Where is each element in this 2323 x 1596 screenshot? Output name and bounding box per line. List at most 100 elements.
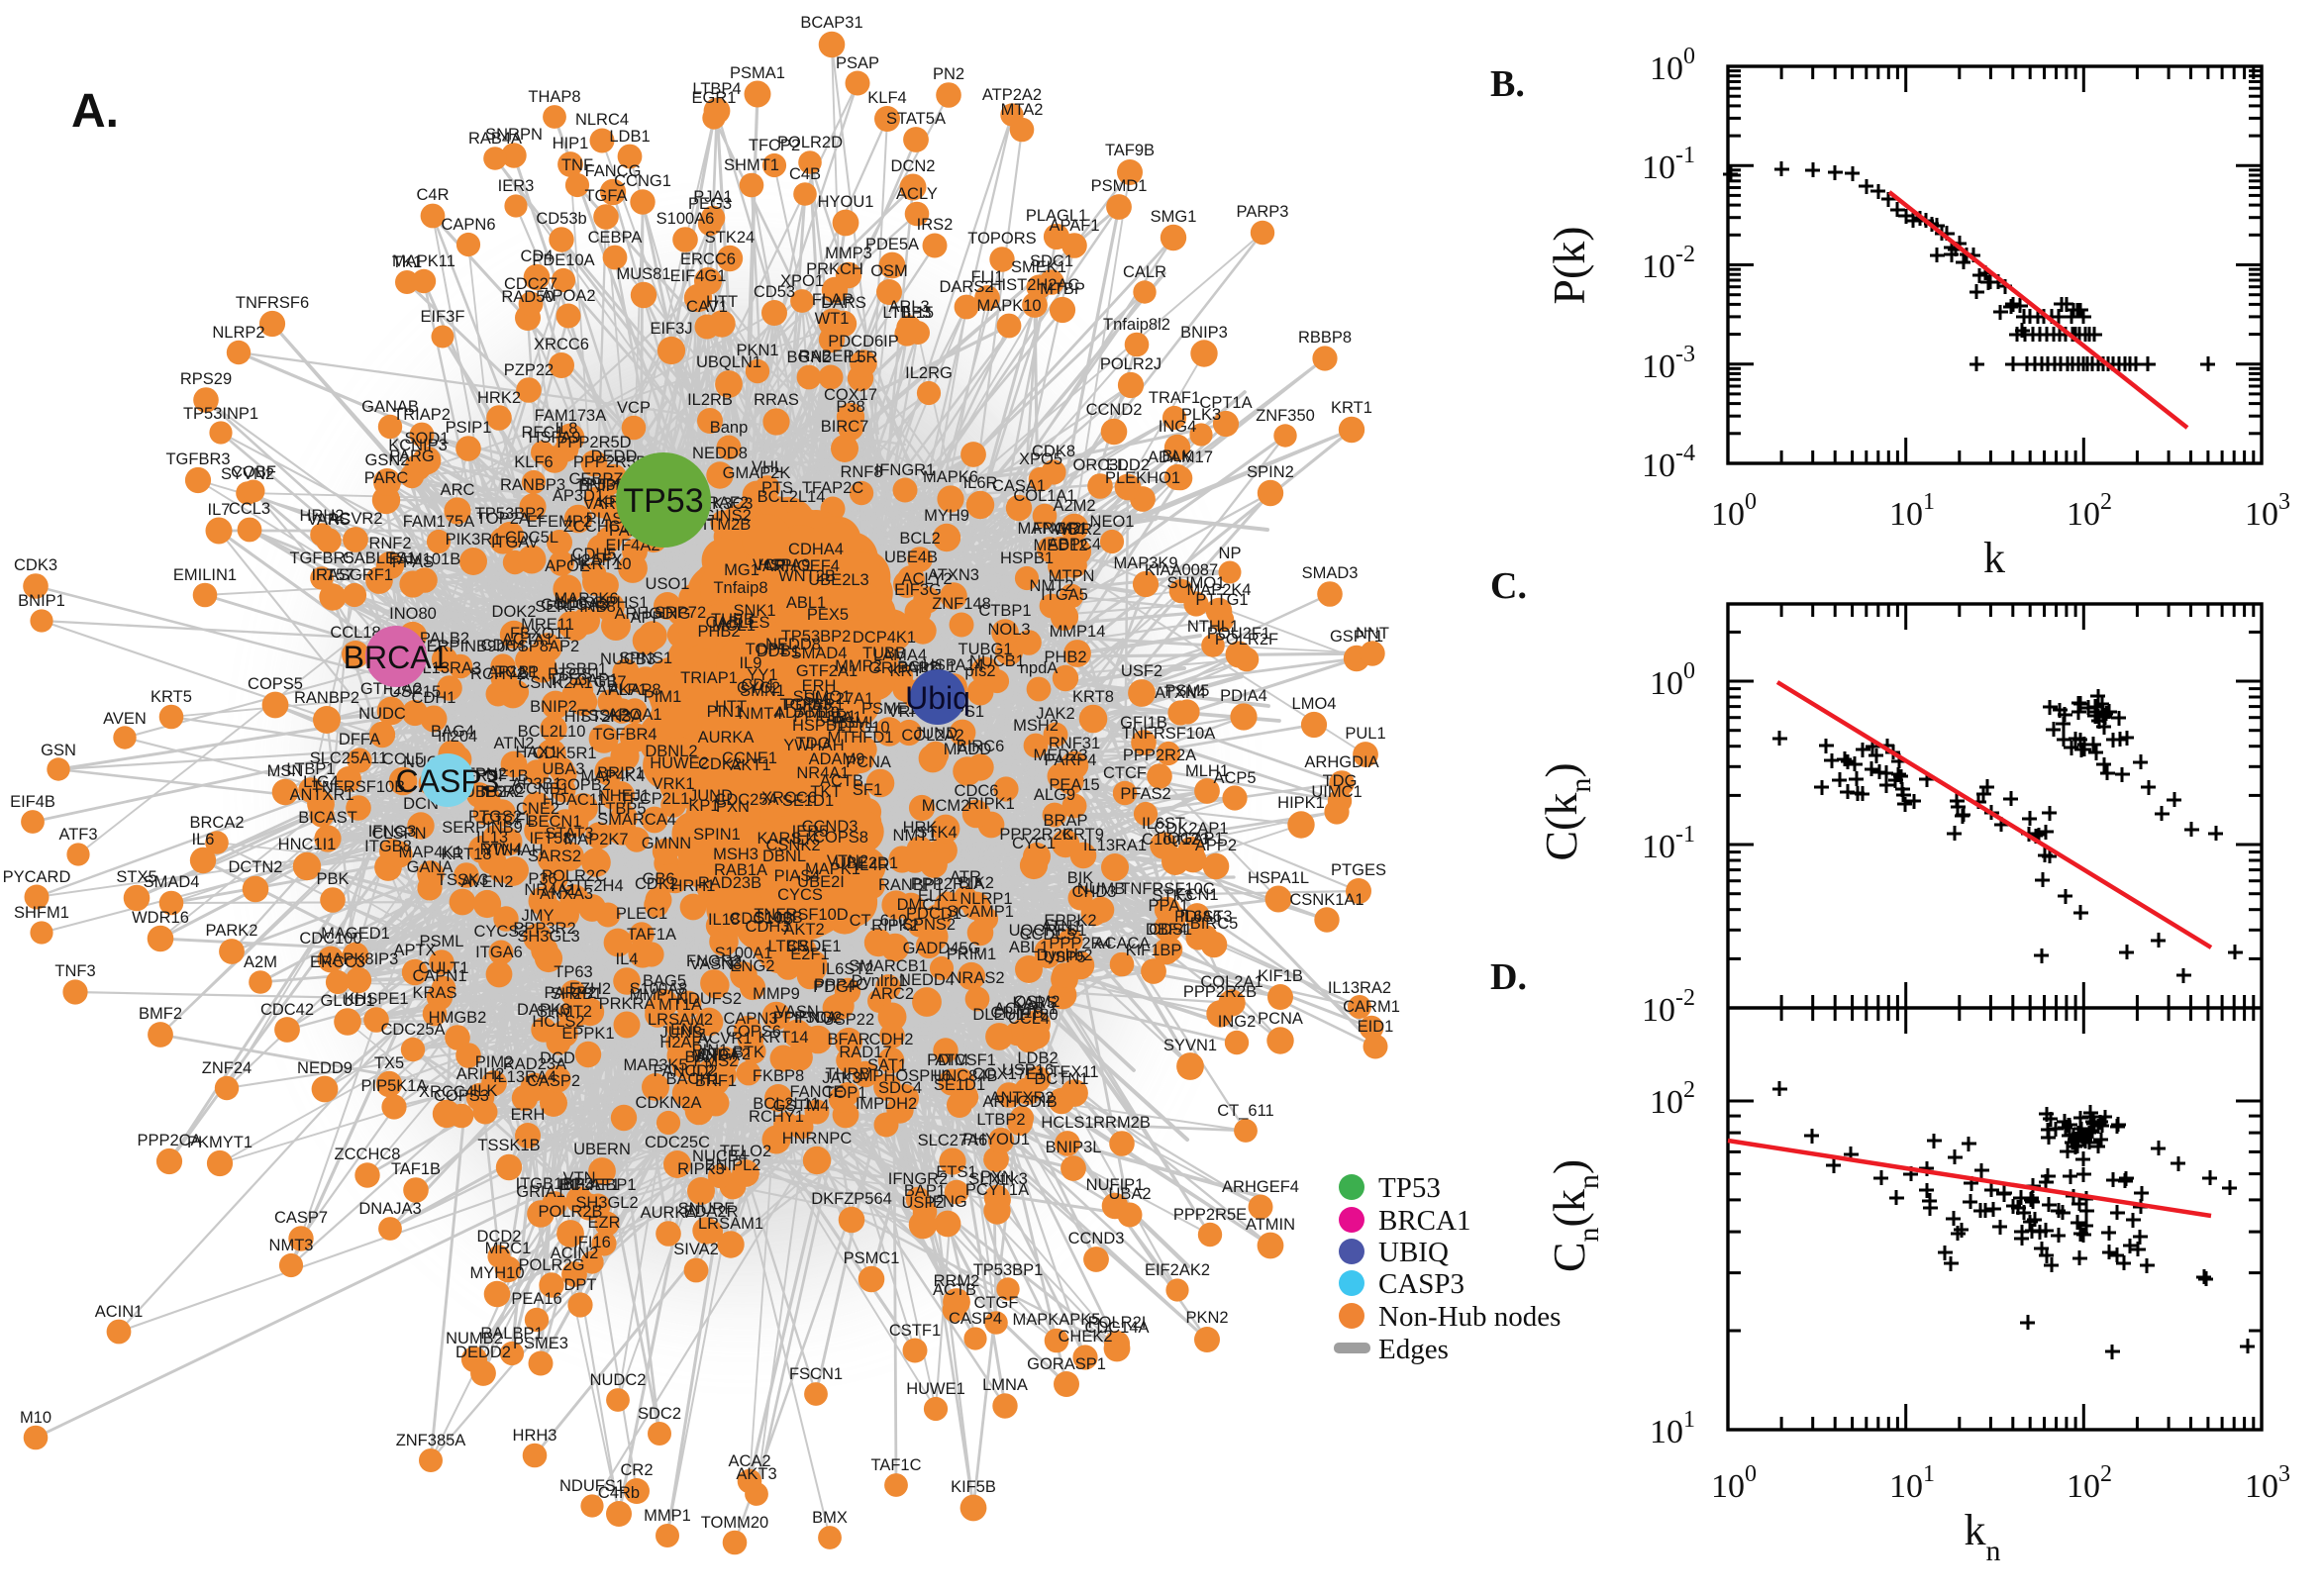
svg-text:CHEK2: CHEK2	[1058, 1328, 1112, 1346]
svg-text:PFAS2: PFAS2	[1120, 785, 1170, 803]
svg-text:EIF3F: EIF3F	[421, 308, 465, 326]
svg-text:EDD2: EDD2	[1106, 456, 1150, 474]
svg-text:FSCN1: FSCN1	[789, 1365, 843, 1383]
svg-text:NTHL1: NTHL1	[1187, 618, 1239, 636]
svg-text:CEBPA: CEBPA	[588, 229, 643, 247]
svg-text:EID1: EID1	[1358, 1018, 1394, 1036]
svg-text:PPP2R5E: PPP2R5E	[1173, 1206, 1247, 1224]
svg-text:CDC25A: CDC25A	[380, 1021, 445, 1039]
svg-text:C4R: C4R	[416, 186, 449, 204]
svg-text:PSMD1: PSMD1	[1091, 177, 1148, 195]
svg-text:PEA16: PEA16	[511, 1290, 561, 1308]
svg-text:CCND3: CCND3	[1068, 1230, 1125, 1247]
svg-text:RRM2B: RRM2B	[1093, 1114, 1151, 1132]
svg-text:HUWE1: HUWE1	[906, 1380, 965, 1398]
svg-text:EIF3J: EIF3J	[650, 320, 692, 338]
svg-text:C4B: C4B	[789, 165, 821, 183]
svg-text:KIF1B: KIF1B	[1258, 967, 1303, 985]
svg-text:WDR16: WDR16	[132, 909, 189, 927]
svg-text:ZNF24: ZNF24	[202, 1059, 252, 1077]
svg-text:ITGA6: ITGA6	[475, 944, 523, 961]
svg-text:MYH10: MYH10	[469, 1264, 524, 1282]
svg-text:TNFRSF6: TNFRSF6	[236, 294, 309, 312]
svg-text:OSM: OSM	[870, 262, 908, 280]
svg-text:DEDD2: DEDD2	[455, 1344, 511, 1361]
svg-text:SMG1: SMG1	[1151, 208, 1197, 226]
svg-text:DCTN2: DCTN2	[228, 858, 282, 876]
svg-text:PKN2: PKN2	[1185, 1309, 1228, 1327]
svg-text:MAPK10: MAPK10	[976, 297, 1041, 315]
svg-text:EMILIN1: EMILIN1	[173, 566, 237, 584]
svg-text:AVEN2: AVEN2	[461, 873, 514, 891]
svg-text:PRKCH: PRKCH	[806, 260, 863, 278]
svg-text:NUFIP1: NUFIP1	[1086, 1176, 1145, 1194]
svg-text:TP53INP1: TP53INP1	[183, 405, 258, 423]
svg-text:HNRNPC: HNRNPC	[782, 1130, 853, 1147]
svg-text:CT_611: CT_611	[1217, 1102, 1273, 1120]
svg-text:CASP4: CASP4	[949, 1310, 1002, 1328]
svg-text:POLR2J: POLR2J	[1100, 355, 1162, 373]
svg-text:MMP1: MMP1	[644, 1507, 691, 1525]
svg-text:EIF2AK2: EIF2AK2	[1145, 1261, 1210, 1279]
svg-text:NEDD9: NEDD9	[297, 1059, 353, 1077]
svg-text:SDC2: SDC2	[638, 1405, 681, 1423]
svg-text:ARHGDIB: ARHGDIB	[982, 1093, 1057, 1111]
svg-text:HSPA1L: HSPA1L	[1248, 869, 1309, 887]
svg-text:MAGED1: MAGED1	[321, 925, 390, 943]
svg-text:BICAST: BICAST	[298, 809, 357, 827]
svg-text:PSME3: PSME3	[513, 1335, 568, 1352]
svg-text:PTGES: PTGES	[1331, 861, 1386, 879]
svg-text:DKFZP564: DKFZP564	[811, 1190, 892, 1208]
svg-text:ZNF350: ZNF350	[1256, 407, 1315, 425]
svg-text:PARK2: PARK2	[206, 922, 258, 940]
svg-text:DCN2: DCN2	[891, 157, 936, 175]
svg-text:UBERN: UBERN	[573, 1141, 631, 1158]
svg-text:PSMC1: PSMC1	[844, 1249, 900, 1267]
svg-text:SDC1: SDC1	[1030, 252, 1073, 270]
svg-text:LTBP2: LTBP2	[976, 1111, 1025, 1129]
svg-text:CSNK1A1: CSNK1A1	[1289, 891, 1364, 909]
svg-text:KRT9: KRT9	[1062, 826, 1104, 844]
svg-text:CALR: CALR	[1123, 263, 1166, 281]
svg-text:CTCF: CTCF	[1103, 764, 1147, 782]
svg-text:ACA2: ACA2	[728, 1452, 770, 1470]
svg-text:CDC42: CDC42	[260, 1001, 314, 1019]
svg-text:KLF6: KLF6	[514, 453, 553, 471]
svg-text:KIF5B: KIF5B	[951, 1478, 996, 1496]
svg-text:RRAS: RRAS	[754, 391, 799, 409]
svg-text:DPT: DPT	[564, 1276, 597, 1294]
svg-text:BMF2: BMF2	[139, 1005, 182, 1023]
svg-text:HNC1I1: HNC1I1	[278, 836, 337, 853]
svg-text:KRT5: KRT5	[151, 688, 192, 706]
svg-text:PLK3: PLK3	[1181, 406, 1221, 424]
svg-text:GORASP1: GORASP1	[1027, 1355, 1106, 1373]
svg-text:NP: NP	[1219, 545, 1242, 562]
svg-text:CSTF1: CSTF1	[889, 1322, 941, 1340]
svg-text:ADAM17: ADAM17	[1148, 449, 1213, 466]
svg-text:PZP22: PZP22	[504, 361, 554, 379]
svg-text:SLC27A6: SLC27A6	[918, 1132, 988, 1149]
svg-text:ATMIN: ATMIN	[1246, 1216, 1295, 1234]
svg-text:BNIP3L: BNIP3L	[1046, 1139, 1102, 1156]
svg-text:ERH: ERH	[511, 1106, 546, 1124]
svg-text:SHMT1: SHMT1	[724, 156, 779, 174]
svg-text:KLF4: KLF4	[867, 89, 906, 107]
svg-text:BRCA2: BRCA2	[189, 814, 244, 832]
svg-text:CCND2: CCND2	[1086, 401, 1143, 419]
svg-text:ARHGEF4: ARHGEF4	[1222, 1178, 1299, 1196]
svg-text:LMNA: LMNA	[982, 1376, 1028, 1394]
svg-text:TOP2A: TOP2A	[476, 510, 530, 528]
svg-text:NMT3: NMT3	[269, 1237, 314, 1254]
svg-text:ZNF385A: ZNF385A	[396, 1432, 466, 1449]
svg-text:EGR1: EGR1	[692, 89, 737, 107]
svg-text:PARP3: PARP3	[1237, 203, 1289, 221]
svg-text:MLH1: MLH1	[1185, 762, 1229, 780]
svg-text:NLRP2: NLRP2	[212, 324, 264, 342]
svg-text:GSN: GSN	[41, 742, 76, 759]
svg-text:EIF4G1: EIF4G1	[670, 267, 727, 285]
svg-text:BCAP31: BCAP31	[800, 14, 862, 32]
svg-text:IL13RA2: IL13RA2	[1328, 979, 1391, 997]
svg-text:IMPDH2: IMPDH2	[856, 1095, 917, 1113]
svg-text:MAPKAPK5: MAPKAPK5	[1013, 1311, 1101, 1329]
svg-text:NNT: NNT	[1356, 625, 1389, 643]
